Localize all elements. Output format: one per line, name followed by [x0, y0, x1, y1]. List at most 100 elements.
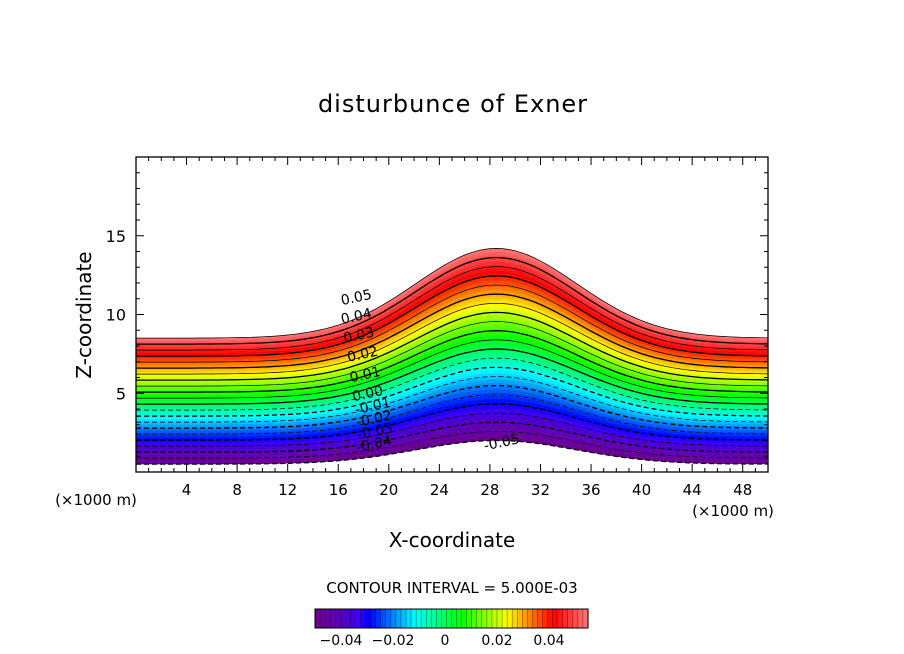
colorbar-swatch	[416, 609, 422, 628]
colorbar-swatch	[320, 609, 326, 628]
colorbar-swatch	[365, 609, 372, 628]
colorbar-swatch	[360, 609, 367, 628]
contour-label: 0.04	[339, 306, 373, 328]
colorbar-swatch	[502, 609, 508, 628]
colorbar-swatch	[486, 609, 493, 628]
x-tick-label: 8	[232, 481, 242, 499]
x-unit-right: (×1000 m)	[692, 502, 774, 520]
colorbar-swatch	[426, 609, 432, 628]
colorbar-swatch	[461, 609, 468, 628]
contour-line	[136, 275, 768, 357]
colorbar-swatch	[345, 609, 351, 628]
contour-line	[136, 330, 768, 393]
contour-line	[136, 266, 768, 351]
colorbar-swatch	[325, 609, 331, 628]
colorbar-tick-label: 0.02	[481, 633, 512, 649]
x-axis-label: X-coordinate	[389, 528, 516, 552]
y-axis-label: Z-coordinate	[72, 251, 96, 378]
colorbar-swatch	[471, 609, 478, 628]
contour-line	[136, 366, 768, 417]
contour-label: -0.05	[482, 431, 521, 454]
chart-title: disturbunce of Exner	[318, 90, 588, 118]
colorbar-swatch	[547, 609, 554, 628]
colorbar-swatch	[497, 609, 503, 628]
axis-ticks	[136, 157, 768, 472]
colorbar-swatch	[517, 609, 523, 628]
colorbar-swatch	[330, 609, 336, 628]
colorbar-swatch	[375, 609, 382, 628]
y-tick-label: 15	[106, 227, 126, 246]
colorbar-swatch	[400, 609, 407, 628]
colorbar-tick-label: −0.02	[372, 633, 415, 649]
colorbar-swatch	[562, 609, 569, 628]
colorbar-swatch	[552, 609, 559, 628]
contour-label: 0.03	[342, 325, 376, 347]
contour-label: -0.04	[355, 433, 394, 456]
colorbar	[314, 608, 589, 629]
contour-label: 0.05	[339, 287, 373, 309]
colorbar-tick-label: 0	[441, 633, 450, 649]
x-tick-label: 16	[329, 481, 348, 499]
contour-label: -0.01	[353, 395, 392, 418]
contour-line	[136, 439, 768, 465]
colorbar-swatch	[582, 609, 589, 628]
contour-line	[136, 248, 768, 339]
contour-label: -0.02	[355, 408, 394, 431]
colorbar-swatch	[335, 609, 341, 628]
colorbar-swatch	[567, 609, 574, 628]
colorbar-swatch	[537, 609, 544, 628]
contour-line	[136, 403, 768, 441]
colorbar-swatch	[370, 609, 377, 628]
colorbar-swatch	[411, 609, 417, 628]
colorbar-swatch	[380, 609, 387, 628]
colorbar-tick-label: 0.04	[533, 633, 564, 649]
contour-line	[136, 284, 768, 363]
contour-line	[136, 311, 768, 381]
colorbar-swatch	[421, 609, 427, 628]
colorbar-swatch	[395, 609, 402, 628]
plot-area	[136, 248, 768, 465]
colorbar-swatch	[350, 609, 357, 628]
colorbar-swatch	[522, 609, 528, 628]
x-tick-label: 40	[632, 481, 651, 499]
colorbar-swatch	[476, 609, 483, 628]
contour-line	[136, 293, 768, 369]
contour-label: -0.03	[356, 420, 395, 443]
contour-label: 0.02	[346, 344, 380, 366]
colorbar-tick-labels: −0.04 −0.02 0 0.02 0.04	[320, 633, 565, 649]
y-tick-label: 5	[116, 384, 126, 403]
x-tick-label: 4	[182, 481, 192, 499]
colorbar-swatch	[577, 609, 584, 628]
colorbar-swatch	[436, 609, 442, 628]
contour-line	[136, 339, 768, 399]
colorbar-swatch	[507, 609, 513, 628]
contour-line	[136, 321, 768, 387]
contour-line	[136, 384, 768, 429]
x-tick-label: 48	[733, 481, 752, 499]
colorbar-swatch	[390, 609, 397, 628]
colorbar-swatch	[355, 609, 362, 628]
contour-labels: 0.050.040.030.020.010.00-0.01-0.02-0.03-…	[339, 287, 521, 456]
y-tick-labels: 5 10 15	[106, 227, 126, 404]
colorbar-swatch	[406, 609, 412, 628]
colorbar-swatch	[466, 609, 473, 628]
colorbar-swatch	[532, 609, 539, 628]
colorbar-swatch	[315, 609, 321, 628]
colorbar-frame	[314, 608, 589, 629]
contour-line	[136, 430, 768, 459]
y-tick-label: 10	[106, 306, 126, 325]
x-tick-label: 32	[531, 481, 550, 499]
colorbar-swatch	[542, 609, 549, 628]
colorbar-swatch	[340, 609, 346, 628]
colorbar-swatch	[557, 609, 564, 628]
colorbar-swatch	[512, 609, 518, 628]
contour-line	[136, 302, 768, 375]
colorbar-swatch	[572, 609, 579, 628]
colorbar-swatch	[456, 609, 463, 628]
x-tick-label: 28	[480, 481, 499, 499]
contour-line	[136, 412, 768, 447]
x-tick-label: 24	[430, 481, 449, 499]
contour-line	[136, 421, 768, 453]
contour-line	[136, 348, 768, 405]
